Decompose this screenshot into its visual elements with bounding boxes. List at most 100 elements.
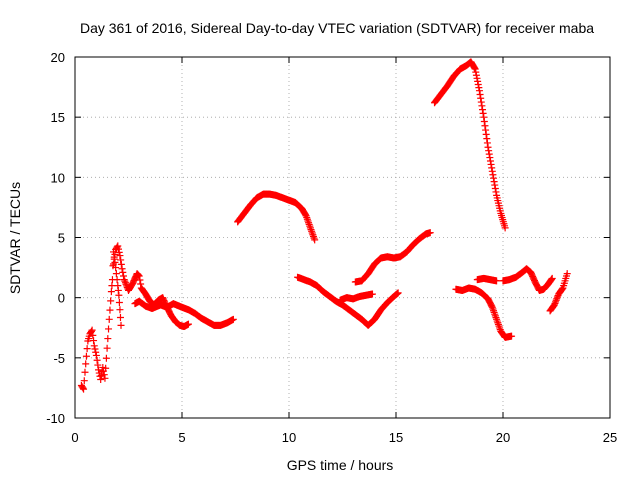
data-point	[472, 71, 480, 79]
data-point	[112, 264, 120, 272]
data-point	[92, 348, 100, 356]
data-point	[492, 314, 500, 322]
data-point	[474, 77, 482, 85]
data-point	[308, 227, 316, 235]
data-point	[491, 312, 499, 320]
x-tick-label: 5	[178, 430, 185, 445]
data-point	[87, 327, 95, 335]
data-point	[309, 232, 317, 240]
y-tick-label: 5	[58, 231, 65, 246]
y-tick-label: -5	[53, 351, 65, 366]
data-point	[106, 306, 114, 314]
data-point	[120, 272, 128, 280]
data-point	[492, 188, 500, 196]
y-tick-label: 20	[51, 50, 65, 65]
data-point	[552, 298, 560, 306]
y-tick-label: -10	[46, 411, 65, 426]
y-tick-label: 10	[51, 170, 65, 185]
grid	[75, 57, 610, 418]
data-point	[101, 374, 109, 382]
data-point	[111, 250, 119, 258]
data-point	[475, 87, 483, 95]
data-point	[107, 288, 115, 296]
data-point	[490, 308, 498, 316]
data-point	[115, 298, 123, 306]
data-point	[306, 224, 314, 232]
data-point	[490, 178, 498, 186]
data-point	[184, 320, 192, 328]
data-point	[303, 215, 311, 223]
data-point	[553, 293, 561, 301]
data-point	[105, 315, 113, 323]
series-arc-10	[499, 265, 556, 294]
x-tick-label: 15	[389, 430, 403, 445]
data-point	[306, 222, 314, 230]
data-point	[483, 139, 491, 147]
series-arc-8	[431, 58, 509, 232]
series-arc-9	[452, 284, 516, 341]
series-arc-5	[294, 273, 402, 329]
data-point	[97, 375, 105, 383]
data-point	[551, 299, 559, 307]
data-point	[135, 272, 143, 280]
data-point	[477, 98, 485, 106]
data-point	[489, 305, 497, 313]
data-point	[473, 74, 481, 82]
data-point	[563, 270, 571, 278]
series-arc-4	[234, 190, 319, 244]
data-point	[88, 326, 96, 334]
data-point	[82, 352, 90, 360]
data-point	[118, 265, 126, 273]
data-point	[305, 220, 313, 228]
data-point	[486, 157, 494, 165]
data-point	[394, 289, 402, 297]
data-point	[111, 258, 119, 266]
x-tick-label: 0	[71, 430, 78, 445]
data-point	[548, 275, 556, 283]
data-point	[305, 219, 313, 227]
data-point	[303, 214, 311, 222]
data-point	[92, 351, 100, 359]
data-point	[117, 256, 125, 264]
data-point	[116, 252, 124, 260]
data-point	[102, 364, 110, 372]
data-point	[501, 224, 509, 232]
data-point	[494, 320, 502, 328]
data-point	[487, 160, 495, 168]
data-point	[368, 290, 376, 298]
data-point	[116, 306, 124, 314]
data-point	[104, 335, 112, 343]
data-point	[479, 106, 487, 114]
data-point	[489, 171, 497, 179]
data-point	[117, 260, 125, 268]
x-tick-label: 10	[282, 430, 296, 445]
data-point	[93, 356, 101, 364]
data-point	[488, 167, 496, 175]
data-point	[472, 68, 480, 76]
data-point	[477, 94, 485, 102]
series-arc-2	[110, 242, 192, 331]
data-point	[558, 286, 566, 294]
data-point	[134, 271, 142, 279]
data-point	[310, 234, 318, 242]
data-point	[484, 143, 492, 151]
data-point	[548, 274, 556, 282]
data-point	[120, 276, 128, 284]
data-point	[81, 368, 89, 376]
series-arc-3	[131, 297, 237, 329]
data-point	[493, 277, 501, 285]
data-point	[493, 317, 501, 325]
data-point	[116, 314, 124, 322]
data-point	[491, 185, 499, 193]
data-point	[491, 310, 499, 318]
data-point	[304, 217, 312, 225]
data-point	[107, 297, 115, 305]
data-point	[137, 280, 145, 288]
axis-ticks: 0 5 10 15 20 25 -10 -5 0 5 10 15 20	[46, 50, 617, 445]
data-point	[91, 345, 99, 353]
x-tick-label: 25	[603, 430, 617, 445]
data-point	[112, 270, 120, 278]
data-point	[113, 276, 121, 284]
data-point	[490, 307, 498, 315]
